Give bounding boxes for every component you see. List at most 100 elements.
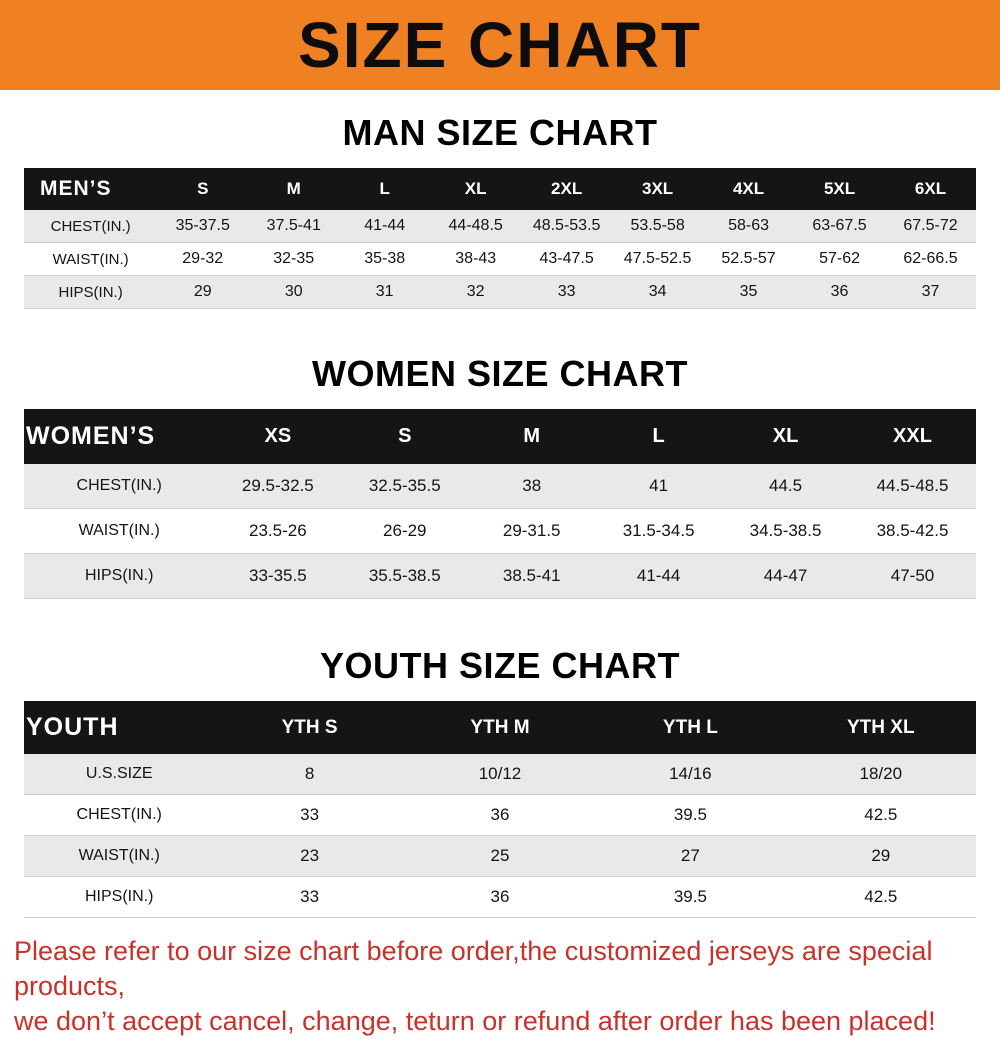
- women-value-cell: 38.5-41: [468, 553, 596, 599]
- youth-value-cell: 33: [214, 876, 405, 918]
- women-value-cell: 32.5-35.5: [341, 464, 469, 509]
- men-value-cell: 29: [157, 275, 249, 309]
- men-row-label: WAIST(IN.): [24, 242, 158, 276]
- youth-value-cell: 29: [785, 835, 976, 877]
- men-value-cell: 67.5-72: [885, 210, 976, 243]
- youth-size-table: YOUTH YTH S YTH M YTH L YTH XL U.S.SIZE 8 10/12…: [24, 701, 976, 918]
- youth-value-cell: 23: [214, 835, 405, 877]
- men-value-cell: 36: [794, 275, 886, 309]
- men-size-col-3xl: 3XL: [612, 168, 704, 210]
- youth-value-cell: 10/12: [404, 754, 596, 795]
- youth-value-cell: 39.5: [595, 876, 786, 918]
- women-size-col-m: M: [468, 409, 596, 464]
- youth-table-title: YOUTH: [24, 701, 215, 754]
- men-value-cell: 62-66.5: [885, 242, 976, 276]
- men-header-row: MEN’S S M L XL 2XL 3XL 4XL 5XL 6XL: [24, 168, 976, 210]
- women-value-cell: 33-35.5: [214, 553, 342, 599]
- men-value-cell: 52.5-57: [703, 242, 795, 276]
- women-value-cell: 35.5-38.5: [341, 553, 469, 599]
- men-section: MAN SIZE CHART MEN’S S M L XL 2XL 3XL 4XL 5XL 6XL C…: [0, 112, 1000, 309]
- men-value-cell: 63-67.5: [794, 210, 886, 243]
- women-row-waist-in: WAIST(IN.) 23.5-26 26-29 29-31.5 31.5-34.5 34…: [24, 508, 976, 554]
- men-value-cell: 41-44: [339, 210, 431, 243]
- women-table-title: WOMEN’S: [24, 409, 215, 464]
- men-value-cell: 31: [339, 275, 431, 309]
- youth-row-label: CHEST(IN.): [24, 794, 215, 836]
- youth-value-cell: 39.5: [595, 794, 786, 836]
- men-value-cell: 38-43: [430, 242, 522, 276]
- men-size-table: MEN’S S M L XL 2XL 3XL 4XL 5XL 6XL CHEST(IN.) 35-37…: [24, 168, 976, 309]
- women-size-col-xxl: XXL: [849, 409, 976, 464]
- men-value-cell: 30: [248, 275, 340, 309]
- women-row-chest-in: CHEST(IN.) 29.5-32.5 32.5-35.5 38 41 44.5 44.5…: [24, 464, 976, 509]
- women-value-cell: 31.5-34.5: [595, 508, 723, 554]
- women-value-cell: 34.5-38.5: [722, 508, 849, 554]
- youth-row-hips-in: HIPS(IN.) 33 36 39.5 42.5: [24, 876, 976, 918]
- men-value-cell: 35-38: [339, 242, 431, 276]
- youth-row-waist-in: WAIST(IN.) 23 25 27 29: [24, 835, 976, 877]
- youth-value-cell: 18/20: [785, 754, 976, 795]
- men-row-waist-in: WAIST(IN.) 29-32 32-35 35-38 38-43 43-47.5 47.…: [24, 242, 976, 276]
- women-value-cell: 44.5-48.5: [849, 464, 976, 509]
- men-heading: MAN SIZE CHART: [342, 112, 658, 153]
- men-value-cell: 43-47.5: [521, 242, 613, 276]
- youth-size-col-yth-m: YTH M: [404, 701, 596, 754]
- youth-row-u-s-size: U.S.SIZE 8 10/12 14/16 18/20: [24, 754, 976, 795]
- youth-value-cell: 33: [214, 794, 405, 836]
- women-header-row: WOMEN’S XS S M L XL XXL: [24, 409, 976, 464]
- women-value-cell: 41-44: [595, 553, 723, 599]
- women-value-cell: 47-50: [849, 553, 976, 599]
- women-row-hips-in: HIPS(IN.) 33-35.5 35.5-38.5 38.5-41 41-44 44-…: [24, 553, 976, 599]
- men-value-cell: 34: [612, 275, 704, 309]
- footer-line-2: we don’t accept cancel, change, teturn o…: [14, 1006, 936, 1037]
- men-row-hips-in: HIPS(IN.) 29 30 31 32 33 34 35 36 37: [24, 275, 976, 309]
- women-row-label: HIPS(IN.): [24, 553, 215, 599]
- women-value-cell: 41: [595, 464, 723, 509]
- size-chart-sections: MAN SIZE CHART MEN’S S M L XL 2XL 3XL 4XL 5XL 6XL C…: [0, 112, 1000, 918]
- women-size-table: WOMEN’S XS S M L XL XXL CHEST(IN.) 29.5-32.5 32.5…: [24, 409, 976, 599]
- footer-line-1: Please refer to our size chart before or…: [14, 936, 933, 1002]
- men-row-label: CHEST(IN.): [24, 210, 158, 243]
- men-value-cell: 29-32: [157, 242, 249, 276]
- men-value-cell: 32: [430, 275, 522, 309]
- women-value-cell: 29-31.5: [468, 508, 596, 554]
- women-value-cell: 23.5-26: [214, 508, 342, 554]
- banner-title: SIZE CHART: [298, 9, 702, 81]
- women-value-cell: 29.5-32.5: [214, 464, 342, 509]
- men-value-cell: 32-35: [248, 242, 340, 276]
- women-value-cell: 44-47: [722, 553, 849, 599]
- size-chart-banner: SIZE CHART: [0, 0, 1000, 90]
- men-value-cell: 37.5-41: [248, 210, 340, 243]
- men-size-col-2xl: 2XL: [521, 168, 613, 210]
- youth-row-chest-in: CHEST(IN.) 33 36 39.5 42.5: [24, 794, 976, 836]
- women-value-cell: 26-29: [341, 508, 469, 554]
- men-size-col-6xl: 6XL: [885, 168, 976, 210]
- women-size-col-xl: XL: [722, 409, 849, 464]
- women-row-label: WAIST(IN.): [24, 508, 215, 554]
- youth-heading: YOUTH SIZE CHART: [319, 645, 680, 686]
- women-value-cell: 44.5: [722, 464, 849, 509]
- youth-size-col-yth-xl: YTH XL: [785, 701, 976, 754]
- men-value-cell: 37: [885, 275, 976, 309]
- youth-value-cell: 27: [595, 835, 786, 877]
- youth-size-col-yth-s: YTH S: [214, 701, 405, 754]
- youth-section: YOUTH SIZE CHART YOUTH YTH S YTH M YTH L YTH …: [0, 645, 1000, 918]
- youth-value-cell: 36: [404, 876, 596, 918]
- youth-header-row: YOUTH YTH S YTH M YTH L YTH XL: [24, 701, 976, 754]
- women-row-label: CHEST(IN.): [24, 464, 215, 509]
- women-value-cell: 38.5-42.5: [849, 508, 976, 554]
- youth-value-cell: 8: [214, 754, 405, 795]
- youth-row-label: U.S.SIZE: [24, 754, 215, 795]
- youth-row-label: WAIST(IN.): [24, 835, 215, 877]
- youth-size-col-yth-l: YTH L: [595, 701, 786, 754]
- youth-value-cell: 42.5: [785, 876, 976, 918]
- footer-note: Please refer to our size chart before or…: [14, 934, 992, 1039]
- men-value-cell: 44-48.5: [430, 210, 522, 243]
- youth-value-cell: 25: [404, 835, 596, 877]
- men-value-cell: 47.5-52.5: [612, 242, 704, 276]
- men-size-col-l: L: [339, 168, 431, 210]
- men-value-cell: 35-37.5: [157, 210, 249, 243]
- women-heading: WOMEN SIZE CHART: [312, 353, 688, 394]
- men-value-cell: 48.5-53.5: [521, 210, 613, 243]
- women-size-col-xs: XS: [214, 409, 342, 464]
